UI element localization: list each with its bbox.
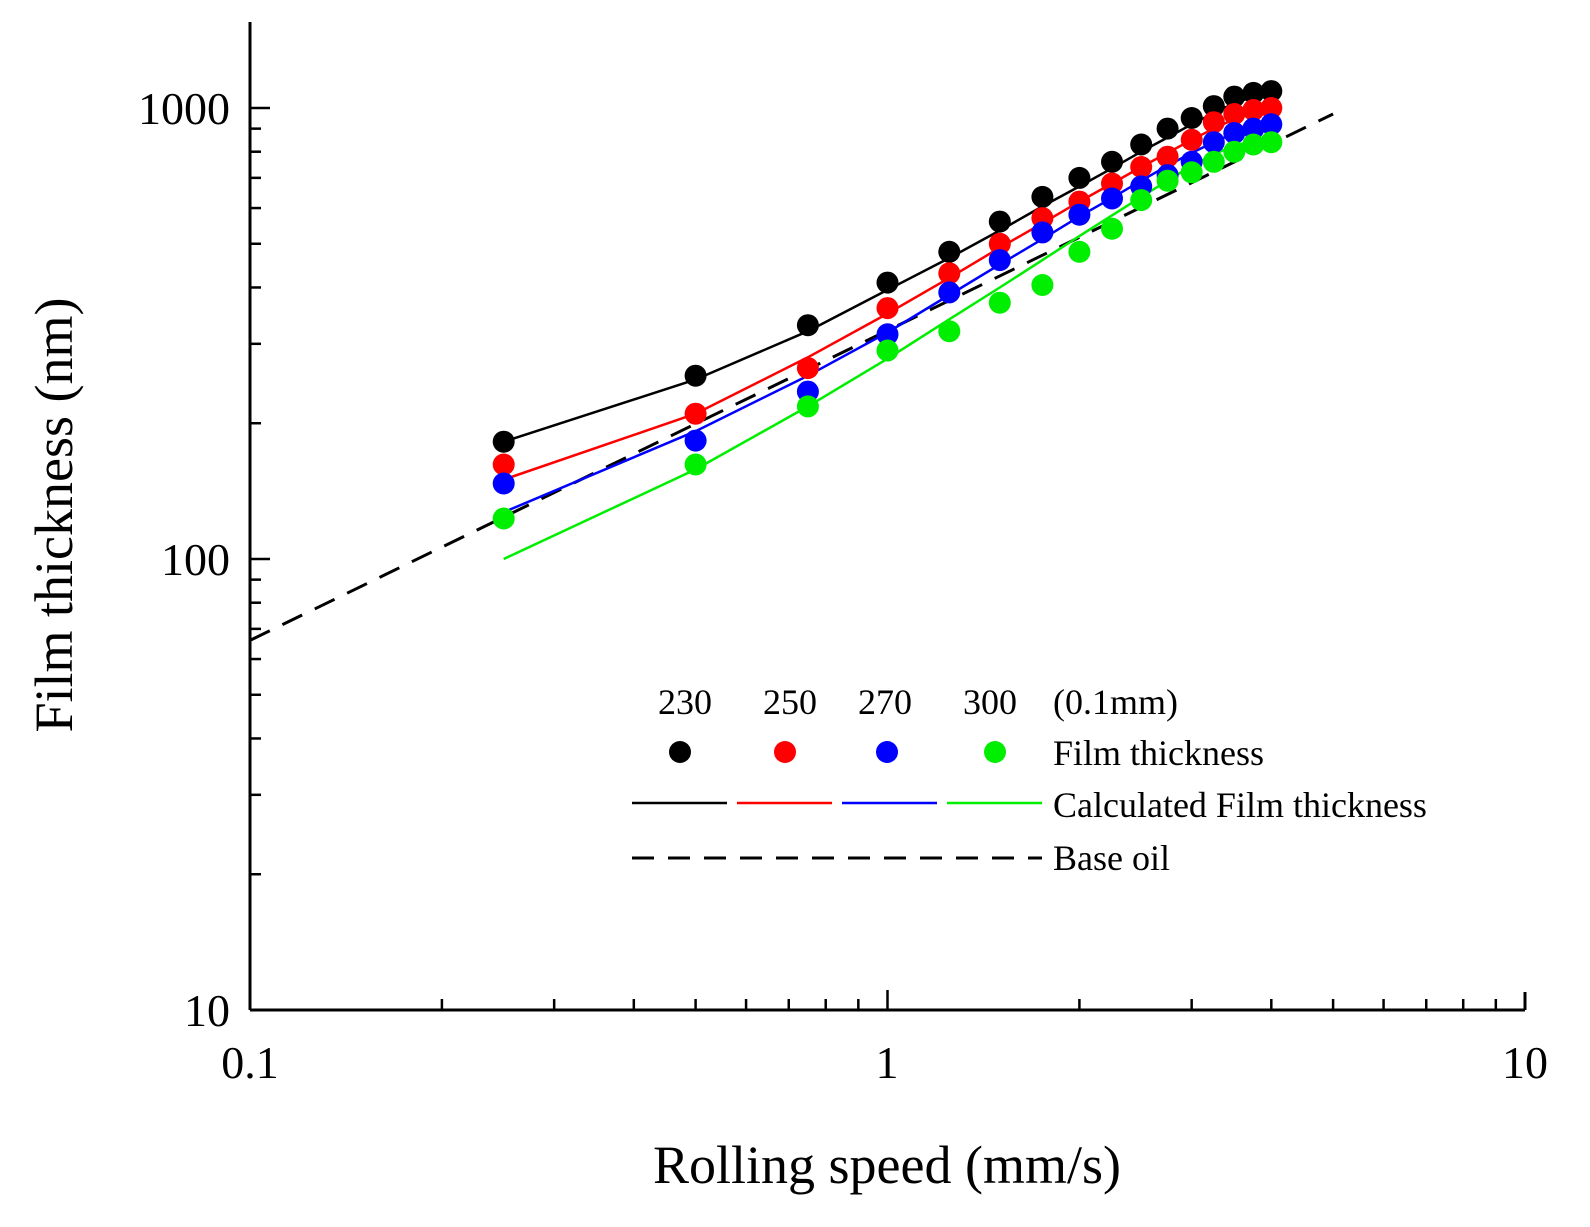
data-point-300 — [1130, 189, 1153, 212]
data-point-230 — [1068, 166, 1091, 189]
calculated-line-250 — [503, 106, 1272, 481]
data-point-300 — [1031, 274, 1054, 296]
data-point-230 — [938, 240, 961, 263]
data-point-250 — [492, 453, 515, 476]
data-point-270 — [988, 249, 1011, 272]
data-point-250 — [1260, 97, 1283, 119]
data-point-230 — [1242, 81, 1265, 104]
data-point-230 — [1031, 185, 1054, 208]
legend-unit-label: (0.1mm) — [1053, 682, 1178, 722]
calculated-line-230 — [503, 89, 1272, 443]
data-point-270 — [1223, 122, 1246, 144]
x-axis-title: Rolling speed (mm/s) — [653, 1135, 1121, 1195]
data-point-300 — [684, 453, 707, 476]
data-point-300 — [1180, 161, 1203, 184]
data-point-270 — [492, 472, 515, 495]
data-point-250 — [796, 357, 819, 380]
legend-series-270-label: 270 — [858, 682, 912, 722]
data-point-270 — [1068, 203, 1091, 226]
data-point-300 — [1156, 169, 1179, 192]
x-tick-label-10: 10 — [1502, 1037, 1548, 1088]
calculated-line-270 — [503, 120, 1272, 514]
legend-marker-230 — [669, 741, 691, 763]
data-point-230 — [1130, 133, 1153, 156]
legend-series-250-label: 250 — [763, 682, 817, 722]
legend-base-oil-label: Base oil — [1053, 838, 1170, 878]
data-point-230 — [1202, 95, 1225, 118]
data-point-250 — [1156, 145, 1179, 168]
data-point-300 — [1202, 150, 1225, 173]
legend-measured-label: Film thickness — [1053, 733, 1264, 773]
data-point-230 — [1156, 117, 1179, 140]
legend-series-230-label: 230 — [658, 682, 712, 722]
data-point-230 — [988, 210, 1011, 233]
data-point-270 — [938, 281, 961, 304]
legend-series-300-label: 300 — [963, 682, 1017, 722]
legend-marker-300 — [984, 741, 1006, 763]
data-point-300 — [988, 291, 1011, 314]
data-point-230 — [1260, 80, 1283, 103]
data-point-300 — [1223, 140, 1246, 163]
x-tick-label-0.1: 0.1 — [221, 1037, 279, 1088]
data-point-250 — [1130, 156, 1153, 178]
y-tick-label-100: 100 — [161, 534, 230, 585]
legend-calculated-label: Calculated Film thickness — [1053, 785, 1427, 825]
data-point-300 — [1260, 131, 1283, 154]
data-point-270 — [876, 323, 899, 346]
base-oil-layer — [249, 112, 1334, 642]
data-point-250 — [684, 402, 707, 425]
data-point-300 — [876, 339, 899, 362]
base-oil-line — [249, 112, 1334, 642]
legend-marker-270 — [876, 741, 898, 763]
data-point-270 — [1242, 117, 1265, 140]
y-tick-label-10: 10 — [184, 985, 230, 1036]
data-point-300 — [796, 395, 819, 418]
data-point-250 — [1242, 99, 1265, 121]
data-point-300 — [1101, 217, 1123, 240]
data-point-230 — [492, 430, 515, 453]
measured-points-layer — [492, 80, 1283, 530]
data-point-270 — [684, 429, 707, 452]
data-point-270 — [1260, 113, 1283, 136]
y-tick-label-1000: 1000 — [138, 83, 230, 134]
data-point-250 — [938, 262, 961, 285]
data-point-300 — [1242, 133, 1265, 156]
data-point-230 — [1180, 107, 1203, 129]
x-tick-label-1: 1 — [876, 1037, 899, 1088]
legend-marker-250 — [774, 741, 796, 763]
data-point-230 — [1101, 150, 1123, 173]
y-axis-title: Film thickness (nm) — [24, 298, 84, 733]
data-point-300 — [1068, 240, 1091, 263]
data-point-250 — [1223, 103, 1246, 125]
data-point-250 — [1202, 111, 1225, 134]
data-point-230 — [684, 364, 707, 387]
data-point-250 — [1180, 128, 1203, 151]
data-point-230 — [876, 271, 899, 294]
data-point-230 — [1223, 85, 1246, 108]
legend: 230 250 270 300 (0.1mm) Film thickness C… — [632, 682, 1427, 878]
data-point-270 — [1202, 131, 1225, 154]
data-point-250 — [988, 232, 1011, 255]
data-point-270 — [1101, 187, 1123, 210]
axis-ticks — [248, 106, 1498, 1012]
data-point-270 — [1031, 221, 1054, 244]
data-point-300 — [938, 320, 961, 343]
data-point-230 — [796, 314, 819, 337]
data-point-250 — [876, 297, 899, 320]
data-point-300 — [492, 507, 515, 530]
